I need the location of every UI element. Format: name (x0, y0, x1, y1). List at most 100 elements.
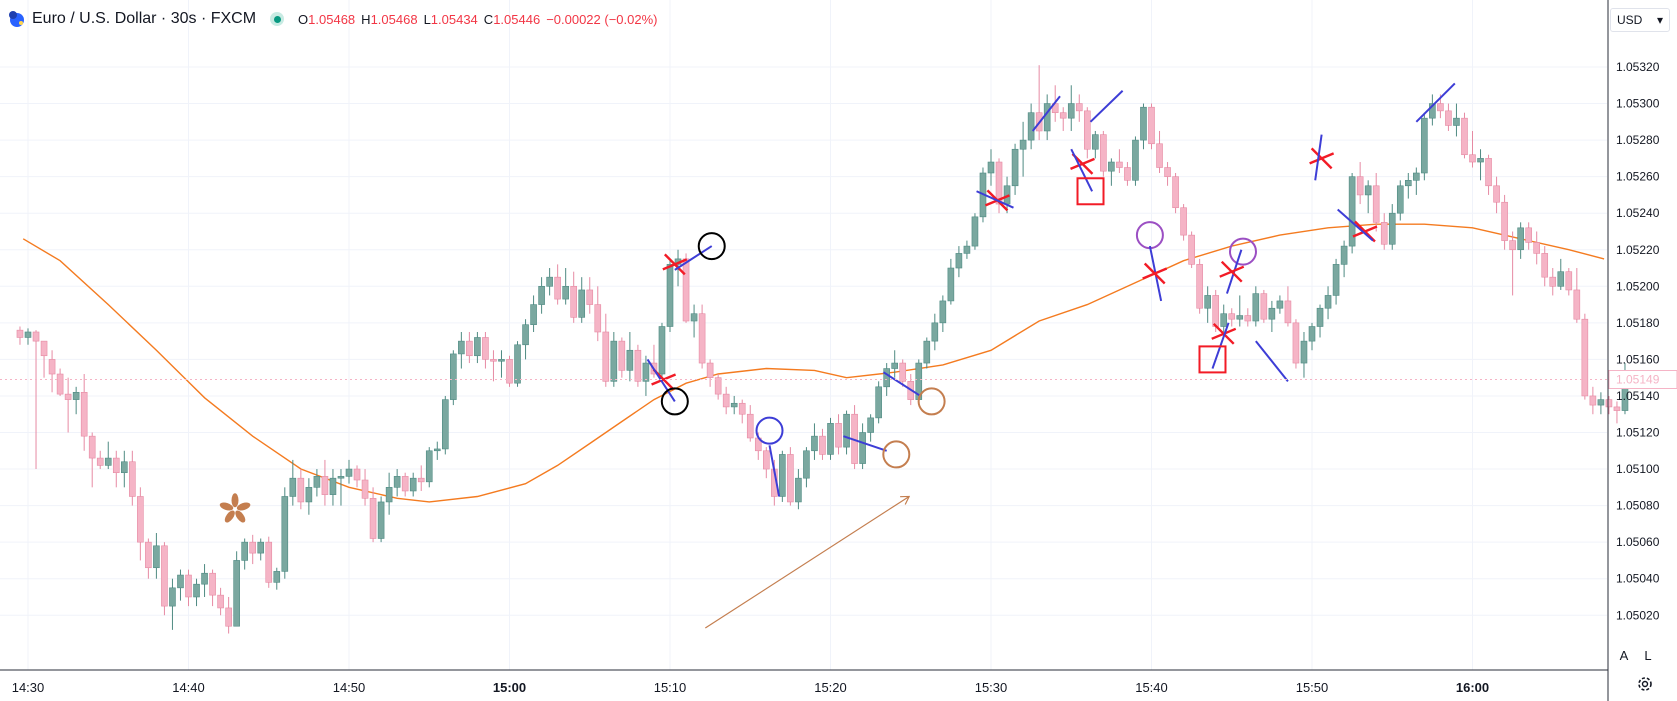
candle-body (1324, 295, 1332, 309)
candle (1413, 167, 1420, 195)
candle-body (1268, 307, 1276, 320)
asterisk-petal (224, 510, 235, 523)
candle-body (1437, 103, 1444, 112)
candle (1196, 258, 1203, 314)
candle-body (666, 264, 674, 327)
ma-line (22, 223, 1605, 503)
candle (1332, 258, 1340, 305)
candle (1228, 308, 1236, 327)
candle-body (1204, 295, 1211, 309)
candle-body (458, 340, 465, 355)
candle (482, 331, 489, 369)
candle-body (1421, 117, 1428, 174)
candle-body (1517, 227, 1524, 251)
candle (48, 350, 56, 393)
candle-body (714, 377, 722, 395)
candle-body (730, 402, 738, 408)
candle (1188, 231, 1195, 269)
candle-body (1541, 253, 1549, 278)
trend-line (768, 445, 781, 497)
trend-line (1070, 148, 1094, 192)
candle (554, 264, 561, 305)
candle (642, 355, 650, 396)
circle-marker (1135, 221, 1164, 250)
candle-body (875, 386, 882, 419)
candle-body (1413, 172, 1420, 181)
candle-body (1075, 103, 1083, 112)
candle (634, 344, 642, 387)
candle (1533, 231, 1540, 265)
candle-body (209, 572, 216, 596)
candle-body (490, 359, 497, 362)
circle-marker (660, 387, 689, 416)
candle (1549, 268, 1557, 296)
candle-body (1212, 295, 1219, 327)
candle-body (281, 496, 289, 572)
candle-body (1260, 293, 1268, 320)
currency-select[interactable]: USD ▾ (1610, 8, 1670, 32)
candle (474, 331, 481, 364)
candle-body (827, 423, 834, 455)
market-status-icon[interactable] (270, 12, 285, 26)
candle (522, 319, 529, 360)
candle-body (1108, 161, 1115, 172)
symbol-title[interactable]: Euro / U.S. Dollar · 30s · FXCM (32, 10, 257, 27)
gear-icon[interactable] (1635, 674, 1655, 694)
candle-body (706, 362, 714, 378)
last-price-tag (1608, 370, 1677, 390)
candle (779, 450, 786, 502)
candle-body (1180, 207, 1187, 236)
candle-body (161, 545, 168, 607)
candle-body (1340, 245, 1348, 265)
candle-body (1043, 103, 1051, 132)
candle (795, 469, 802, 510)
candle (1172, 172, 1179, 214)
candle (450, 350, 457, 406)
log-scale-button[interactable]: L (1644, 647, 1652, 663)
candle (987, 149, 995, 186)
candle (963, 240, 971, 259)
candle-body (1549, 276, 1557, 287)
candle (72, 386, 80, 415)
candle-body (466, 340, 473, 357)
price-tick-label: 1.05180 (1616, 316, 1660, 330)
asterisk-petal (236, 502, 251, 511)
price-tick-label: 1.05140 (1616, 389, 1660, 403)
drawings[interactable] (219, 82, 1456, 629)
candle-body (1292, 322, 1300, 364)
candle (1573, 268, 1581, 323)
candle-body (72, 391, 80, 400)
candle-body (947, 267, 955, 302)
candle (217, 587, 224, 616)
candle-body (169, 587, 176, 607)
candle (506, 355, 513, 387)
candle-body (1477, 158, 1484, 163)
candle (1541, 246, 1549, 287)
auto-scale-button[interactable]: A (1619, 647, 1629, 663)
candle-body (1605, 399, 1613, 408)
candle-body (1300, 340, 1308, 364)
candle (1485, 154, 1492, 195)
candle (1075, 94, 1083, 122)
candle-body (1132, 139, 1139, 181)
candle (891, 350, 899, 378)
candle-body (353, 468, 361, 481)
candle (345, 459, 353, 484)
candle-body (538, 285, 545, 305)
candle (377, 496, 385, 543)
square-marker (1198, 345, 1227, 374)
candle (1605, 395, 1613, 415)
candle-body (1372, 185, 1380, 223)
candle-body (602, 331, 610, 382)
open-label: O (298, 11, 309, 27)
candle-body (1581, 318, 1589, 397)
candle (538, 277, 545, 314)
trend-line (1415, 82, 1456, 123)
candle (16, 326, 24, 345)
candle-body (779, 454, 786, 497)
candle-body (273, 571, 281, 583)
candle (722, 386, 730, 415)
candle (56, 368, 64, 396)
candle (80, 374, 88, 451)
